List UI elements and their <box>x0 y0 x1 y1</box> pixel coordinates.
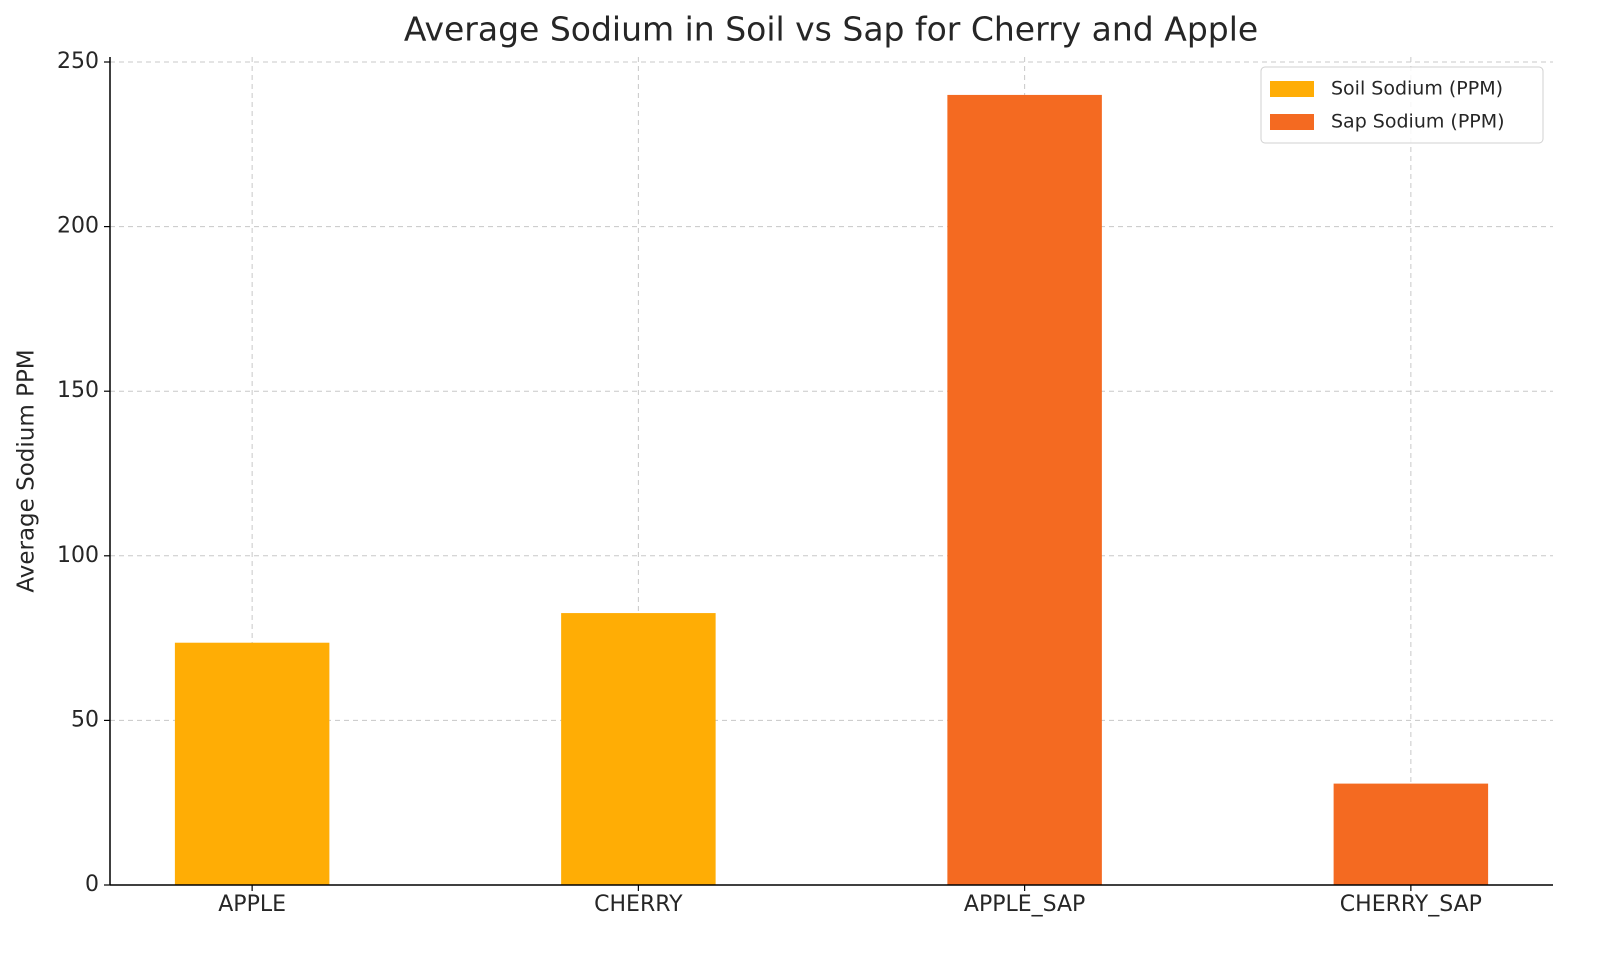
legend: Soil Sodium (PPM) Sap Sodium (PPM) <box>1260 66 1544 144</box>
y-tick-label: 200 <box>57 214 99 239</box>
legend-label: Soil Sodium (PPM) <box>1331 78 1503 100</box>
y-tick-label: 150 <box>57 378 99 403</box>
x-tick-label: CHERRY_SAP <box>1340 892 1482 917</box>
y-tick-label: 0 <box>85 872 99 897</box>
legend-label: Sap Sodium (PPM) <box>1331 111 1505 133</box>
bar <box>174 642 330 885</box>
y-axis-label: Average Sodium PPM <box>14 349 40 592</box>
legend-swatch <box>1270 114 1314 130</box>
chart-title: Average Sodium in Soil vs Sap for Cherry… <box>404 10 1258 49</box>
legend-swatch <box>1270 81 1314 97</box>
bar <box>947 94 1102 886</box>
x-tick-label: APPLE <box>218 892 286 917</box>
legend-box <box>1260 66 1544 144</box>
x-tick-label: CHERRY <box>594 892 683 917</box>
bar <box>1333 783 1489 885</box>
y-tick-label: 50 <box>71 707 99 732</box>
y-tick-label: 100 <box>57 543 99 568</box>
x-tick-label: APPLE_SAP <box>964 892 1085 917</box>
bar <box>561 613 716 885</box>
y-tick-label: 250 <box>57 49 99 74</box>
